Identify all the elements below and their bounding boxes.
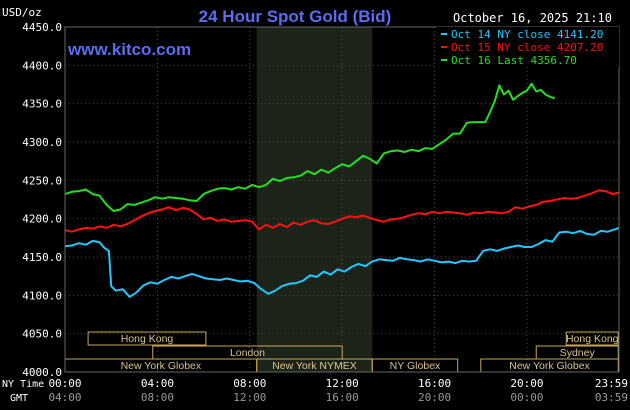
session-bar-outline [87,331,207,346]
series-lines [64,82,620,298]
x-tick-label-gmt: 16:00 [326,391,359,404]
x-axis: NY TimeGMT00:0004:0004:0008:0008:0012:00… [2,377,628,404]
session-label: New York Globex [509,360,590,372]
chart-title: 24 Hour Spot Gold (Bid) [199,7,392,26]
x-tick-label-gmt: 04:00 [48,391,81,404]
shaded-session-region [256,27,373,372]
legend-label: Oct 15 NY close 4207.20 [451,41,603,54]
session-label: Hong Kong [121,333,174,345]
y-tick-label: 4200.0 [22,213,62,226]
y-tick-label: 4100.0 [22,289,62,302]
y-tick-label: 4350.0 [22,98,62,111]
y-tick-label: 4150.0 [22,251,62,264]
session-bar: New York NYMEX [256,358,373,373]
x-tick-label-gmt: 12:00 [233,391,266,404]
legend-background [436,27,619,67]
y-tick-label: 4450.0 [22,21,62,34]
series-line [64,226,620,298]
y-tick-label: 4250.0 [22,174,62,187]
x-tick-label-ny: 08:00 [233,377,266,390]
session-bar: Hong Kong [87,331,207,346]
session-label: New York NYMEX [272,360,357,372]
session-label: London [230,347,265,359]
y-tick-label: 4400.0 [22,59,62,72]
session-label: New York Globex [121,360,202,372]
y-tick-label: 4300.0 [22,136,62,149]
y-tick-label: 4000.0 [22,366,62,379]
x-tick-label-ny: 12:00 [326,377,359,390]
x-tick-label-ny: 04:00 [141,377,174,390]
y-axis: 4000.0 4050.0 4100.0 4150.0 4200.0 4250.0 4300… [22,21,62,379]
legend-label: Oct 16 Last 4356.70 [451,54,577,67]
x-tick-label-ny: 23:59 [595,377,628,390]
ny-time-label: NY Time [2,379,44,390]
session-bar: Hong Kong [565,331,619,346]
legend-label: Oct 14 NY close 4141.20 [451,28,603,41]
session-label: Hong Kong [566,333,619,345]
x-tick-label-gmt: 00:00 [510,391,543,404]
y-tick-label: 4050.0 [22,328,62,341]
x-tick-label-gmt: 03:59 [595,391,628,404]
x-tick-label-gmt: 08:00 [141,391,174,404]
series-line [64,189,620,233]
x-tick-label-gmt: 20:00 [418,391,451,404]
x-tick-label-ny: 16:00 [418,377,451,390]
x-tick-label-ny: 20:00 [510,377,543,390]
brand-watermark: www.kitco.com [67,40,191,59]
gmt-label: GMT [10,393,28,404]
series-line [64,82,556,212]
session-label: Sydney [560,347,596,359]
y-unit-label: USD/oz [2,6,42,19]
x-tick-label-ny: 00:00 [48,377,81,390]
timestamp: October 16, 2025 21:10 [453,11,612,25]
session-bar-outline [565,331,619,346]
session-label: NY Globex [390,360,441,372]
plot-border [64,26,620,373]
